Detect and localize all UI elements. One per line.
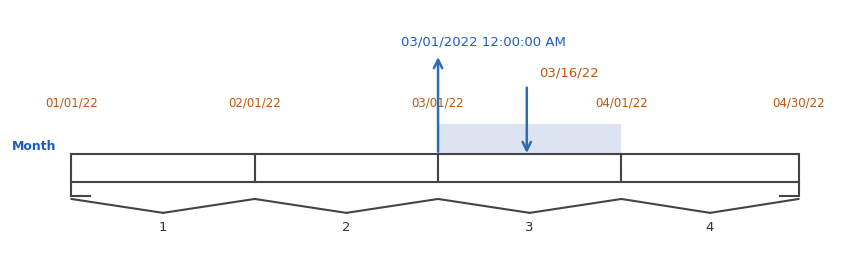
Text: 03/01/2022 12:00:00 AM: 03/01/2022 12:00:00 AM <box>401 36 567 49</box>
Text: 3: 3 <box>526 221 534 234</box>
Text: 1: 1 <box>158 221 167 234</box>
Text: 02/01/22: 02/01/22 <box>228 97 281 110</box>
Text: 03/01/22: 03/01/22 <box>412 97 464 110</box>
Text: 04/01/22: 04/01/22 <box>595 97 648 110</box>
Text: 2: 2 <box>343 221 351 234</box>
Text: 01/01/22: 01/01/22 <box>45 97 98 110</box>
Text: Month: Month <box>12 140 56 153</box>
Text: 03/16/22: 03/16/22 <box>539 66 599 79</box>
Bar <box>438 124 621 154</box>
Text: 4: 4 <box>705 221 714 234</box>
Text: 04/30/22: 04/30/22 <box>773 97 825 110</box>
